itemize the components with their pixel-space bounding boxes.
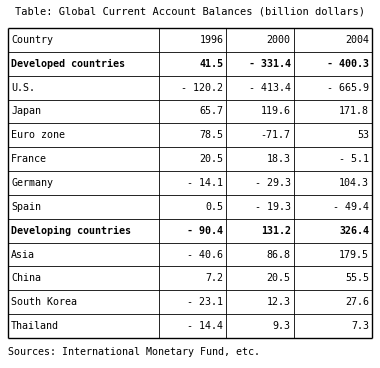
Text: 41.5: 41.5 (200, 59, 223, 69)
Text: 179.5: 179.5 (339, 250, 369, 259)
Text: 7.2: 7.2 (205, 273, 223, 283)
Text: 20.5: 20.5 (267, 273, 291, 283)
Text: - 49.4: - 49.4 (333, 202, 369, 212)
Text: Table: Global Current Account Balances (billion dollars): Table: Global Current Account Balances (… (15, 6, 365, 16)
Text: -71.7: -71.7 (261, 130, 291, 140)
Text: 119.6: 119.6 (261, 106, 291, 116)
Text: - 29.3: - 29.3 (255, 178, 291, 188)
Text: Country: Country (11, 35, 53, 45)
Text: - 400.3: - 400.3 (327, 59, 369, 69)
Text: 78.5: 78.5 (200, 130, 223, 140)
Text: Germany: Germany (11, 178, 53, 188)
Text: Spain: Spain (11, 202, 41, 212)
Text: - 5.1: - 5.1 (339, 154, 369, 164)
Text: - 19.3: - 19.3 (255, 202, 291, 212)
Text: 0.5: 0.5 (205, 202, 223, 212)
Text: 1996: 1996 (200, 35, 223, 45)
Text: Sources: International Monetary Fund, etc.: Sources: International Monetary Fund, et… (8, 347, 260, 357)
Text: - 665.9: - 665.9 (327, 82, 369, 93)
Text: 2004: 2004 (345, 35, 369, 45)
Text: - 14.1: - 14.1 (187, 178, 223, 188)
Text: Euro zone: Euro zone (11, 130, 65, 140)
Text: Thailand: Thailand (11, 321, 59, 331)
Text: - 90.4: - 90.4 (187, 226, 223, 236)
Text: 7.3: 7.3 (351, 321, 369, 331)
Text: 9.3: 9.3 (273, 321, 291, 331)
Text: 104.3: 104.3 (339, 178, 369, 188)
Text: 2000: 2000 (267, 35, 291, 45)
Text: - 331.4: - 331.4 (249, 59, 291, 69)
Text: - 413.4: - 413.4 (249, 82, 291, 93)
Text: Developed countries: Developed countries (11, 59, 125, 69)
Text: South Korea: South Korea (11, 297, 77, 307)
Text: Japan: Japan (11, 106, 41, 116)
Text: 18.3: 18.3 (267, 154, 291, 164)
Text: - 120.2: - 120.2 (181, 82, 223, 93)
Text: Asia: Asia (11, 250, 35, 259)
Text: - 14.4: - 14.4 (187, 321, 223, 331)
Text: 20.5: 20.5 (200, 154, 223, 164)
Text: China: China (11, 273, 41, 283)
Text: 53: 53 (357, 130, 369, 140)
Text: 27.6: 27.6 (345, 297, 369, 307)
Text: 131.2: 131.2 (261, 226, 291, 236)
Text: 65.7: 65.7 (200, 106, 223, 116)
Text: - 23.1: - 23.1 (187, 297, 223, 307)
Text: Developing countries: Developing countries (11, 226, 131, 236)
Text: 12.3: 12.3 (267, 297, 291, 307)
Text: U.S.: U.S. (11, 82, 35, 93)
Text: France: France (11, 154, 47, 164)
Text: - 40.6: - 40.6 (187, 250, 223, 259)
Text: 171.8: 171.8 (339, 106, 369, 116)
Text: 326.4: 326.4 (339, 226, 369, 236)
Text: 86.8: 86.8 (267, 250, 291, 259)
Text: 55.5: 55.5 (345, 273, 369, 283)
